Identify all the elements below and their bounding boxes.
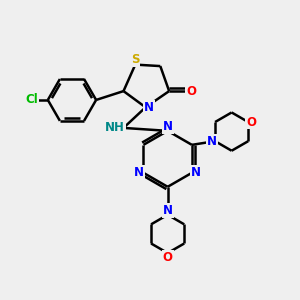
Text: N: N	[207, 135, 217, 148]
Text: N: N	[191, 166, 201, 179]
Text: NH: NH	[105, 122, 124, 134]
Text: N: N	[144, 101, 154, 114]
Text: O: O	[163, 251, 173, 264]
Text: N: N	[163, 120, 173, 133]
Text: N: N	[163, 204, 173, 217]
Text: O: O	[186, 85, 196, 98]
Text: O: O	[246, 116, 256, 128]
Text: S: S	[131, 53, 140, 66]
Text: Cl: Cl	[25, 93, 38, 106]
Text: N: N	[134, 166, 144, 179]
